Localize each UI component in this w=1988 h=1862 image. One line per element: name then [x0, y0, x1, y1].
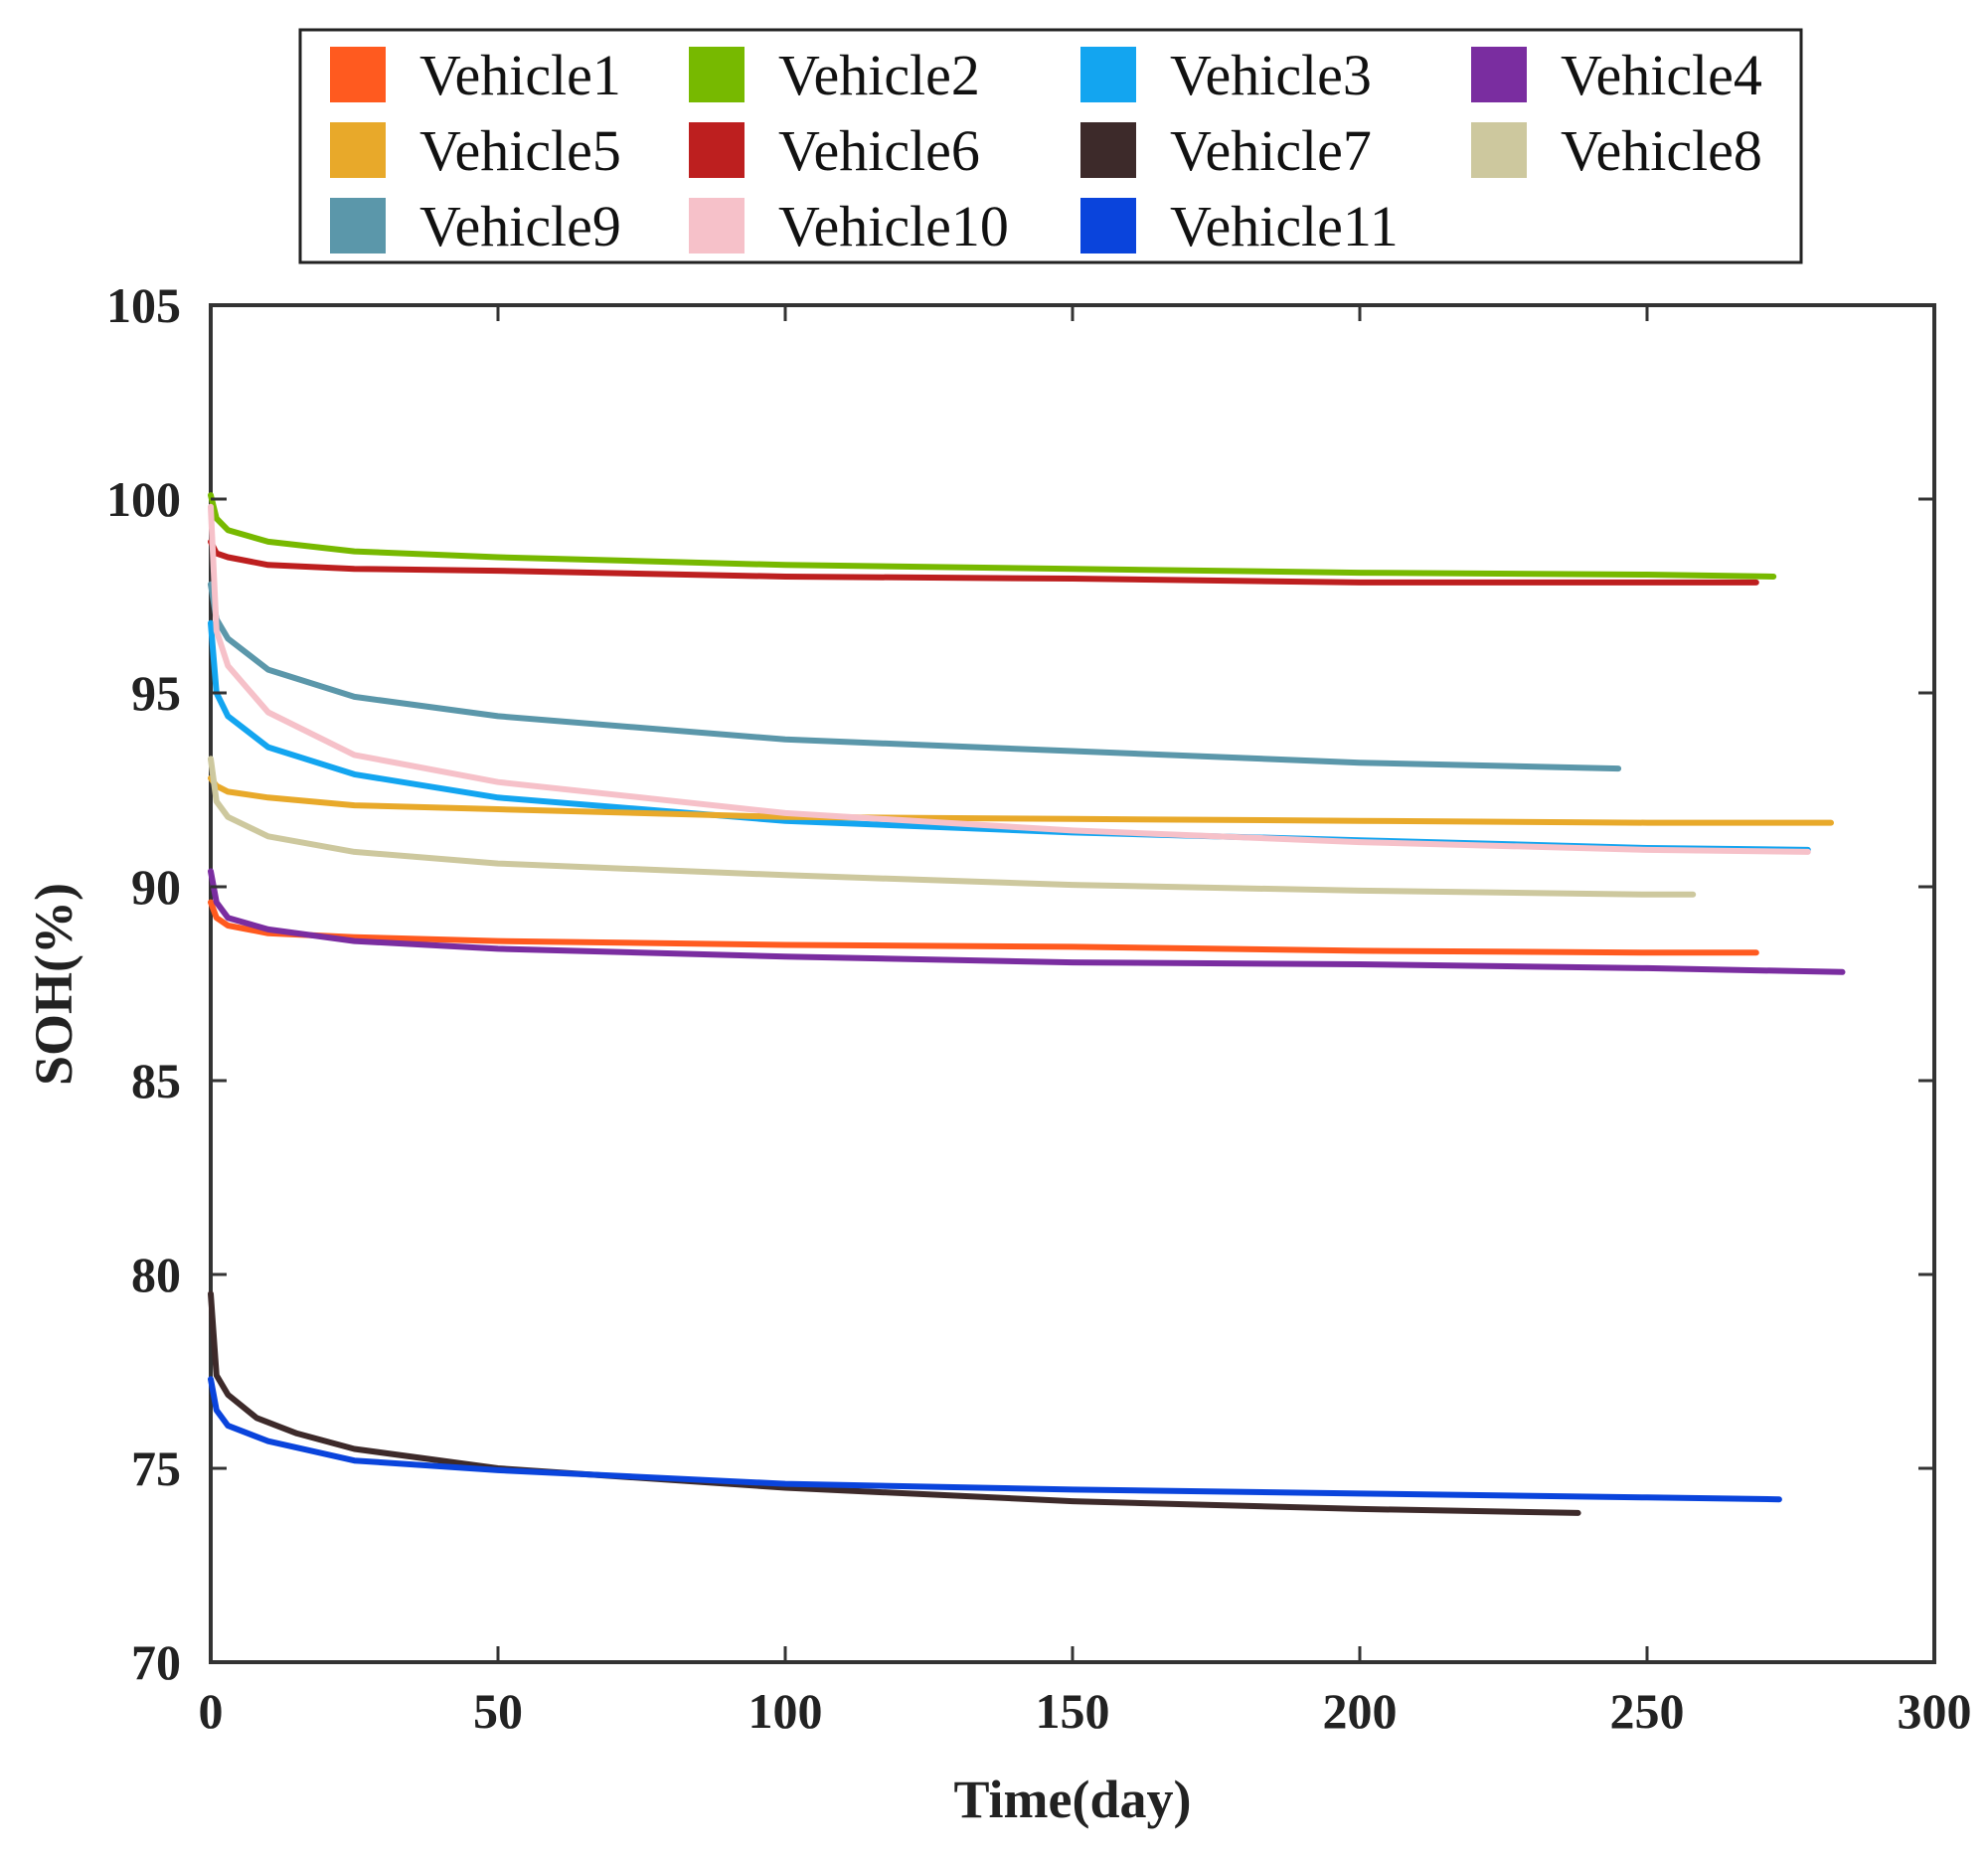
ticks-layer: 0 50 100 150 200 250 300 70 75 80 85 90 95 100 105	[106, 277, 1972, 1739]
y-tick-label: 105	[106, 277, 181, 333]
legend-label-vehicle1: Vehicle1	[419, 43, 621, 107]
legend-swatch-vehicle8	[1471, 122, 1527, 178]
plot-area: 0 50 100 150 200 250 300 70 75 80 85 90 95 100 105	[106, 277, 1972, 1739]
y-tick-label: 75	[131, 1440, 181, 1496]
series-line-vehicle2	[208, 492, 1777, 580]
y-axis-title: SOH(%)	[24, 883, 83, 1086]
legend-swatch-vehicle6	[689, 122, 745, 178]
x-tick-label: 250	[1610, 1683, 1685, 1739]
legend-swatch-vehicle7	[1080, 122, 1136, 178]
legend-label-vehicle6: Vehicle6	[778, 118, 980, 183]
legend-swatch-vehicle2	[689, 47, 745, 102]
y-tick-label: 85	[131, 1053, 181, 1108]
legend-swatch-vehicle4	[1471, 47, 1527, 102]
legend-box	[298, 28, 1803, 264]
x-tick-label: 50	[473, 1683, 523, 1739]
series-line-vehicle11	[208, 1376, 1782, 1503]
x-tick-label: 300	[1898, 1683, 1972, 1739]
series-line-vehicle10	[208, 503, 1811, 855]
legend-swatch-vehicle1	[330, 47, 386, 102]
legend-label-vehicle3: Vehicle3	[1170, 43, 1372, 107]
legend-swatch-vehicle5	[330, 122, 386, 178]
x-tick-label: 200	[1323, 1683, 1398, 1739]
legend-label-vehicle11: Vehicle11	[1170, 194, 1399, 258]
legend-label-vehicle10: Vehicle10	[778, 194, 1009, 258]
legend-label-vehicle2: Vehicle2	[778, 43, 980, 107]
series-line-vehicle9	[208, 581, 1622, 772]
series-line-vehicle8	[208, 756, 1697, 898]
legend-label-vehicle7: Vehicle7	[1170, 118, 1372, 183]
y-tick-label: 95	[131, 665, 181, 721]
legend-swatch-vehicle3	[1080, 47, 1136, 102]
series-line-vehicle5	[208, 774, 1834, 826]
y-tick-label: 100	[106, 471, 181, 527]
legend-label-vehicle9: Vehicle9	[419, 194, 621, 258]
chart-legend: Vehicle1 Vehicle2 Vehicle3 Vehicle4 Vehicle5…	[298, 28, 1803, 264]
plot-frame	[209, 303, 1936, 1664]
series-layer	[208, 492, 1846, 1516]
x-axis-title: Time(day)	[954, 1770, 1192, 1829]
y-tick-label: 90	[131, 859, 181, 915]
legend-swatch-vehicle9	[330, 198, 386, 254]
legend-label-vehicle8: Vehicle8	[1561, 118, 1762, 183]
x-tick-label: 150	[1036, 1683, 1110, 1739]
legend-label-vehicle5: Vehicle5	[419, 118, 621, 183]
series-line-vehicle6	[208, 538, 1759, 586]
series-line-vehicle7	[208, 1290, 1581, 1516]
legend-swatch-vehicle10	[689, 198, 745, 254]
legend-label-vehicle4: Vehicle4	[1561, 43, 1762, 107]
x-tick-label: 0	[199, 1683, 224, 1739]
x-tick-label: 100	[748, 1683, 823, 1739]
legend-swatch-vehicle11	[1080, 198, 1136, 254]
y-tick-label: 80	[131, 1247, 181, 1302]
series-line-vehicle1	[208, 899, 1759, 956]
y-tick-label: 70	[131, 1634, 181, 1690]
series-line-vehicle4	[208, 868, 1846, 975]
